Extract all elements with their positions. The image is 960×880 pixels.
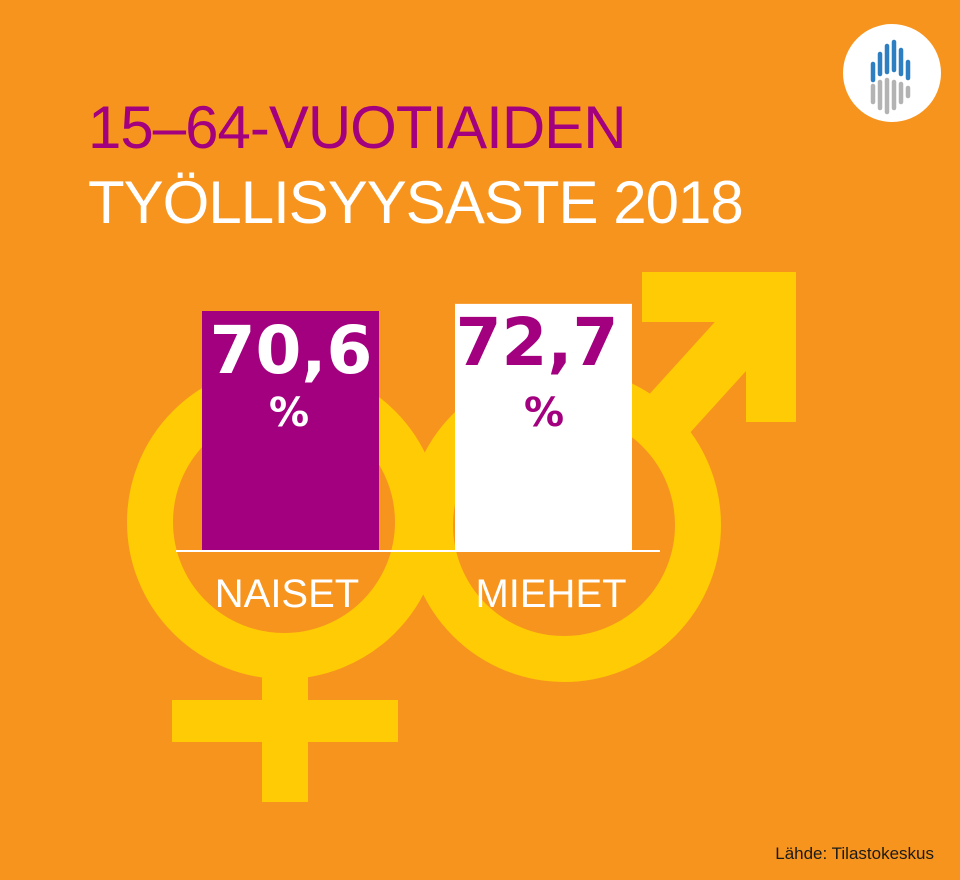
statistics-finland-logo-icon xyxy=(843,24,941,122)
chart-title-line-2: TYÖLLISYYSASTE 2018 xyxy=(88,169,744,236)
value-label-miehet: 72,7 xyxy=(456,304,619,381)
unit-label-naiset: % xyxy=(269,390,309,436)
bars-group xyxy=(202,303,632,551)
bar-naiset xyxy=(202,311,379,551)
category-label-naiset: NAISET xyxy=(215,572,359,616)
category-label-miehet: MIEHET xyxy=(475,572,626,616)
source-note: Lähde: Tilastokeskus xyxy=(775,844,934,863)
unit-label-miehet: % xyxy=(524,390,564,436)
bar-miehet xyxy=(455,303,632,551)
value-label-naiset: 70,6 xyxy=(210,312,373,389)
chart-title-line-1: 15–64-VUOTIAIDEN xyxy=(88,94,627,161)
